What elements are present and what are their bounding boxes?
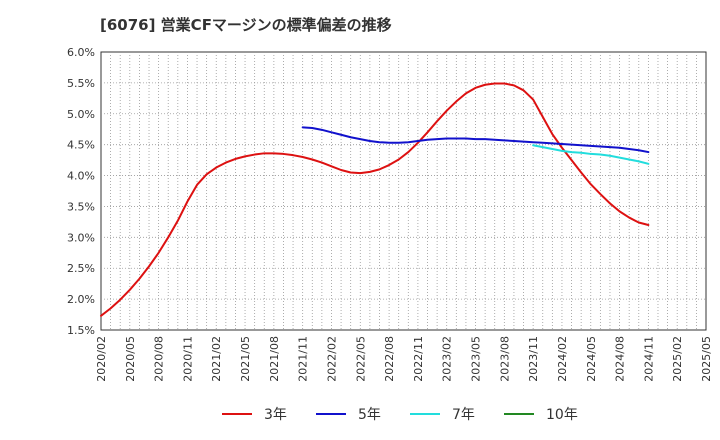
x-tick-label: 2022/05 [354,336,367,382]
x-tick-label: 2025/02 [671,336,684,382]
x-tick-label: 2022/08 [383,336,396,382]
grid-lines [101,52,706,330]
series-lines [100,82,650,317]
x-tick-label: 2024/08 [614,336,627,382]
plot-area [100,51,707,331]
y-tick-label: 5.5% [67,77,95,90]
x-tick-label: 2020/02 [95,336,108,382]
x-tick-label: 2020/05 [124,336,137,382]
legend-label-3: 7年 [452,407,475,423]
y-tick-label: 4.0% [67,170,95,183]
x-tick-label: 2023/08 [498,336,511,382]
y-tick-label: 1.5% [67,324,95,337]
x-tick-label: 2020/08 [153,336,166,382]
x-tick-label: 2020/11 [181,336,194,382]
series-line-1 [100,82,650,317]
y-tick-label: 3.0% [67,231,95,244]
x-tick-label: 2021/02 [210,336,223,382]
series-line-3 [532,144,650,165]
x-axis-ticks: 2020/02 2020/05 2020/08 2020/11 2021/02 2021/… [95,336,713,382]
x-tick-label: 2024/05 [585,336,598,382]
y-tick-label: 6.0% [67,46,95,59]
y-tick-label: 4.5% [67,139,95,152]
y-axis-ticks: 1.5% 2.0% 2.5% 3.0% 3.5% 4.0% 4.5% 5.0% 5.5% 6.0% [67,46,95,337]
x-tick-label: 2023/02 [441,336,454,382]
plot-frame [100,51,707,331]
x-tick-label: 2024/11 [642,336,655,382]
y-tick-label: 5.0% [67,108,95,121]
chart-title: [6076] 営業CFマージンの標準偏差の推移 [100,16,392,34]
legend-label-2: 5年 [358,407,381,423]
legend: 3年 5年 7年 10年 [222,407,578,423]
legend-label-1: 3年 [264,407,287,423]
x-tick-label: 2024/02 [556,336,569,382]
x-tick-label: 2021/11 [297,336,310,382]
y-tick-label: 2.0% [67,293,95,306]
legend-label-4: 10年 [546,407,578,423]
x-tick-label: 2021/05 [239,336,252,382]
x-tick-label: 2023/05 [470,336,483,382]
y-tick-label: 3.5% [67,200,95,213]
x-tick-label: 2022/11 [412,336,425,382]
y-tick-label: 2.5% [67,262,95,275]
series-line-2 [301,126,650,154]
x-tick-label: 2022/02 [325,336,338,382]
x-tick-label: 2021/08 [268,336,281,382]
x-tick-label: 2025/05 [700,336,713,382]
x-tick-label: 2023/11 [527,336,540,382]
